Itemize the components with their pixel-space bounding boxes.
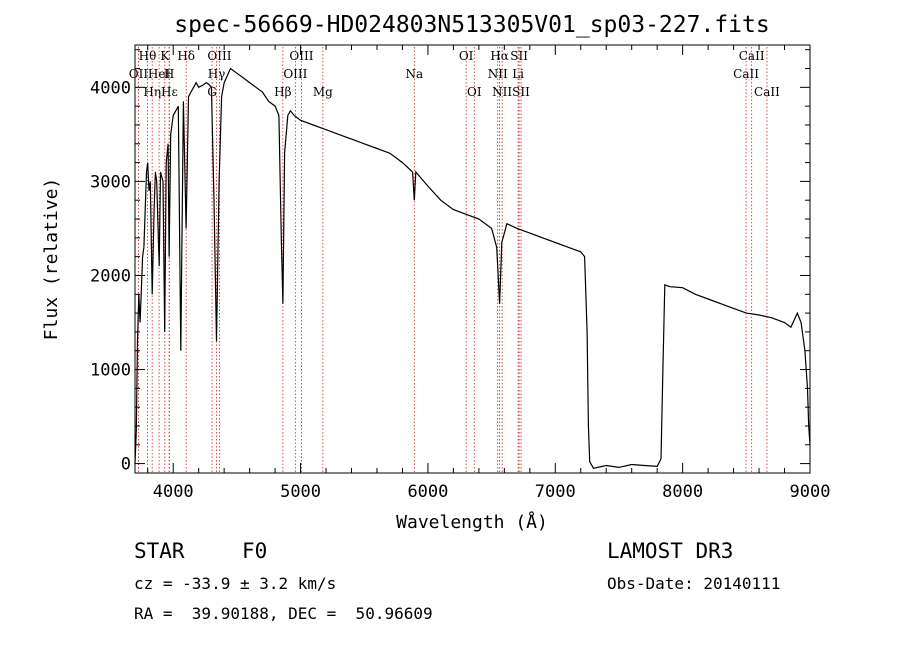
x-axis-label: Wavelength (Å) [396, 511, 548, 533]
survey-name: LAMOST DR3 [607, 539, 734, 563]
x-tick-label: 5000 [280, 482, 321, 502]
spectrum-line [134, 67, 811, 469]
redshift-velocity: cz = -33.9 ± 3.2 km/s [134, 574, 337, 593]
plot-frame [134, 44, 811, 474]
spectral-line-label: CaII [754, 85, 780, 99]
spectral-line-label: OII [129, 67, 149, 81]
spectral-line-label: HeI [148, 67, 171, 81]
spectral-line-label: OIII [283, 67, 307, 81]
x-tick-label: 4000 [153, 482, 194, 502]
spectral-line-label: NII [488, 67, 508, 81]
spectral-line-label: OIII [207, 49, 231, 63]
y-tick-label: 0 [121, 455, 131, 475]
x-tick-label: 6000 [407, 482, 448, 502]
spectral-line-label: Na [405, 67, 423, 81]
y-axis-label: Flux (relative) [41, 178, 62, 341]
spectral-line-label: Hδ [177, 49, 195, 63]
spectral-line-label: Hη [143, 85, 161, 99]
spectral-line-label: OI [459, 49, 474, 63]
y-tick-label: 2000 [90, 266, 131, 286]
spectral-line-label: CaII [733, 67, 759, 81]
spectral-line-label: OIII [289, 49, 313, 63]
spectral-line-label: K [160, 49, 170, 63]
spectral-line-label: Hθ [139, 49, 157, 63]
x-tick-label: 7000 [535, 482, 576, 502]
x-tick-label: 8000 [662, 482, 703, 502]
object-class: STAR [134, 539, 185, 563]
spectral-line-label: Hγ [208, 67, 226, 81]
spectral-line-label: SII [510, 49, 528, 63]
subclass: F0 [242, 539, 268, 563]
y-axis-ticks: 0 1000 2000 3000 4000 [90, 49, 810, 475]
spectral-line-label: Hα [490, 49, 509, 63]
spectral-line-markers [138, 47, 768, 473]
x-axis-ticks: 4000 5000 6000 7000 8000 9000 [147, 45, 831, 502]
x-tick-label: 9000 [790, 482, 831, 502]
spectral-line-label: NII [492, 85, 512, 99]
y-tick-label: 1000 [90, 361, 131, 381]
spectral-line-label: H [164, 67, 174, 81]
spectral-line-label: CaII [739, 49, 765, 63]
spectral-line-label: Hβ [274, 85, 291, 99]
y-tick-label: 3000 [90, 172, 131, 192]
spectral-line-label: Hε [161, 85, 178, 99]
spectral-line-label: Mg [313, 85, 333, 99]
spectral-line-label: Li [512, 67, 524, 81]
spectral-line-label: OI [467, 85, 482, 99]
spectral-line-label: SII [512, 85, 530, 99]
chart-title: spec-56669-HD024803N513305V01_sp03-227.f… [174, 12, 769, 38]
y-tick-label: 4000 [90, 78, 131, 98]
coordinates: RA = 39.90188, DEC = 50.96609 [134, 604, 433, 623]
observation-date: Obs-Date: 20140111 [607, 574, 781, 593]
